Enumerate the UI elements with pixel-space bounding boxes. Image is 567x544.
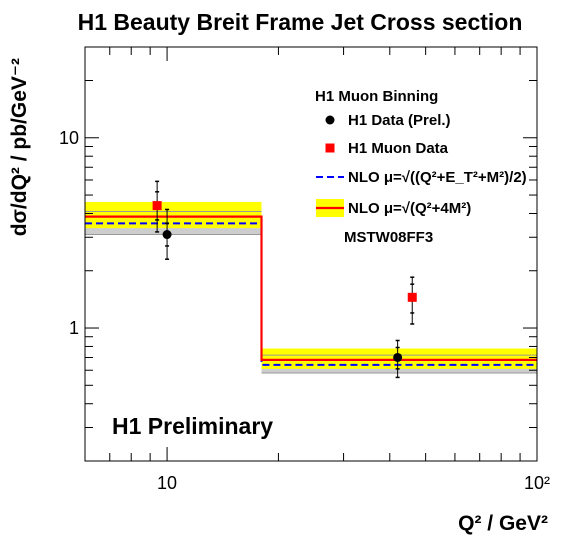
chart-title: H1 Beauty Breit Frame Jet Cross section [78,9,523,35]
x-tick-label: 10 [157,473,177,493]
axis-ticks [84,46,538,462]
data-point-square-1 [407,292,417,302]
legend-label: H1 Data (Prel.) [348,112,451,129]
y-tick-label: 1 [69,318,79,338]
legend-label: H1 Muon Data [348,140,449,157]
data-point-circle-0 [162,230,172,240]
preliminary-label: H1 Preliminary [112,413,273,439]
legend-marker-square [325,143,335,153]
legend-marker-circle [325,115,335,125]
pdf-label: MSTW08FF3 [344,229,433,246]
data-point-square-0 [152,201,162,211]
theory-bands [85,201,537,374]
data-point-circle-1 [393,352,403,362]
legend-label: NLO μ=√((Q²+E_T²+M²)/2) [348,169,527,186]
y-axis-label: dσ/dQ² / pb/GeV⁻² [8,58,31,236]
legend-label: NLO μ=√(Q²+4M²) [348,200,471,217]
legend: H1 Data (Prel.) H1 Muon Data NLO μ=√((Q²+E… [316,112,527,217]
x-axis-label: Q² / GeV² [458,512,548,535]
theory-line-nlo-a [85,222,537,366]
y-tick-label: 10 [59,128,79,148]
x-tick-label: 10² [524,473,550,493]
legend-title: H1 Muon Binning [315,88,438,105]
theory-line-nlo-b [85,215,537,361]
data-points [152,180,417,379]
theory-lines [85,215,537,366]
tick-labels: 10 10² 1 10 [59,128,550,493]
plot-frame [84,46,538,462]
